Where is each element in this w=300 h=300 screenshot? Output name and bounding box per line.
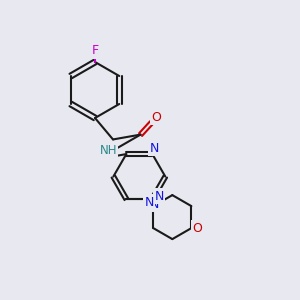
Text: N: N	[150, 198, 159, 211]
Text: O: O	[192, 222, 202, 235]
Text: F: F	[92, 44, 99, 58]
Text: N: N	[154, 190, 164, 202]
Text: O: O	[152, 111, 161, 124]
Text: N: N	[150, 142, 159, 154]
Text: NH: NH	[100, 144, 117, 157]
Text: N: N	[145, 196, 154, 208]
